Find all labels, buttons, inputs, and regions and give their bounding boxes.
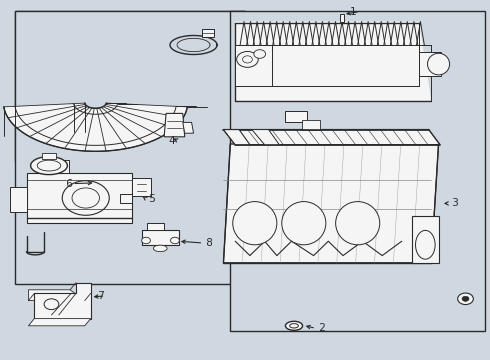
Polygon shape [10, 187, 27, 212]
Polygon shape [34, 283, 91, 319]
Polygon shape [147, 223, 164, 230]
Text: 7: 7 [96, 291, 105, 301]
Text: 1: 1 [350, 6, 360, 17]
Polygon shape [235, 22, 431, 101]
Bar [340, 14, 344, 22]
Text: 6: 6 [63, 179, 73, 189]
Text: 3: 3 [449, 198, 459, 208]
Polygon shape [4, 103, 187, 151]
Ellipse shape [282, 202, 326, 245]
Polygon shape [252, 130, 279, 145]
Polygon shape [44, 160, 69, 173]
Polygon shape [27, 173, 132, 223]
Text: 5: 5 [146, 194, 156, 204]
Bar [15, 11, 245, 284]
Circle shape [462, 296, 469, 301]
Bar [42, 153, 56, 159]
Polygon shape [28, 319, 91, 326]
Ellipse shape [427, 53, 450, 75]
Polygon shape [183, 122, 194, 133]
Ellipse shape [290, 324, 298, 328]
Ellipse shape [30, 157, 67, 175]
Polygon shape [412, 216, 439, 263]
Circle shape [72, 188, 99, 208]
Ellipse shape [153, 245, 167, 252]
Bar [202, 29, 214, 37]
Ellipse shape [233, 202, 277, 245]
Text: 4: 4 [169, 136, 179, 146]
Polygon shape [164, 113, 185, 137]
Circle shape [458, 293, 473, 305]
Bar [285, 111, 307, 122]
Text: 2: 2 [316, 323, 326, 333]
Polygon shape [235, 45, 272, 86]
Polygon shape [223, 144, 439, 263]
Circle shape [237, 51, 258, 67]
Text: 8: 8 [203, 238, 213, 248]
Circle shape [44, 299, 59, 310]
Bar [15, 11, 245, 162]
Bar [302, 120, 320, 130]
Ellipse shape [336, 202, 380, 245]
Polygon shape [142, 230, 179, 245]
Polygon shape [120, 194, 132, 203]
Circle shape [171, 237, 179, 244]
Polygon shape [419, 52, 441, 76]
Ellipse shape [416, 230, 435, 259]
Circle shape [62, 181, 109, 215]
Polygon shape [223, 130, 250, 145]
Polygon shape [132, 178, 151, 196]
Polygon shape [223, 130, 440, 145]
Circle shape [142, 237, 150, 244]
Ellipse shape [37, 160, 61, 171]
Circle shape [243, 56, 252, 63]
Ellipse shape [285, 321, 302, 330]
Bar [230, 11, 485, 331]
Circle shape [254, 50, 266, 58]
Polygon shape [28, 290, 85, 301]
